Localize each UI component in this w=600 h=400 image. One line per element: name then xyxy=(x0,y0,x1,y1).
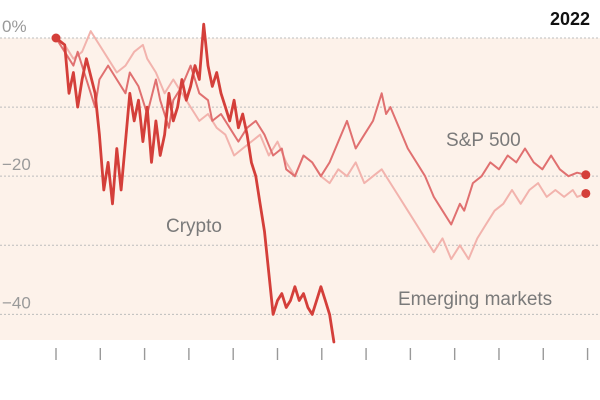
plot-area-background xyxy=(0,38,600,340)
series-line-s-p-500 xyxy=(55,37,587,226)
series-label-emerging-markets: Emerging markets xyxy=(398,289,552,310)
y-tick-label: −40 xyxy=(2,293,31,312)
series-label-crypto: Crypto xyxy=(166,216,222,237)
start-marker xyxy=(51,33,61,43)
end-marker-emerging-markets xyxy=(581,188,591,198)
series-line-crypto xyxy=(54,22,336,344)
y-tick-label: −20 xyxy=(2,155,31,174)
year-label: 2022 xyxy=(550,9,590,29)
series-label-sp500: S&P 500 xyxy=(446,130,521,151)
y-tick-label: 0% xyxy=(2,17,27,36)
end-marker-s-p-500 xyxy=(581,170,591,180)
